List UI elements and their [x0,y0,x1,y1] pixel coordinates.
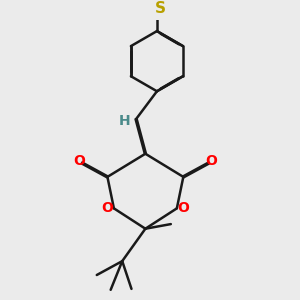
Text: S: S [155,1,166,16]
Text: O: O [177,201,189,215]
Text: O: O [73,154,85,168]
Text: O: O [206,154,218,168]
Text: O: O [101,201,113,215]
Text: H: H [119,114,130,128]
